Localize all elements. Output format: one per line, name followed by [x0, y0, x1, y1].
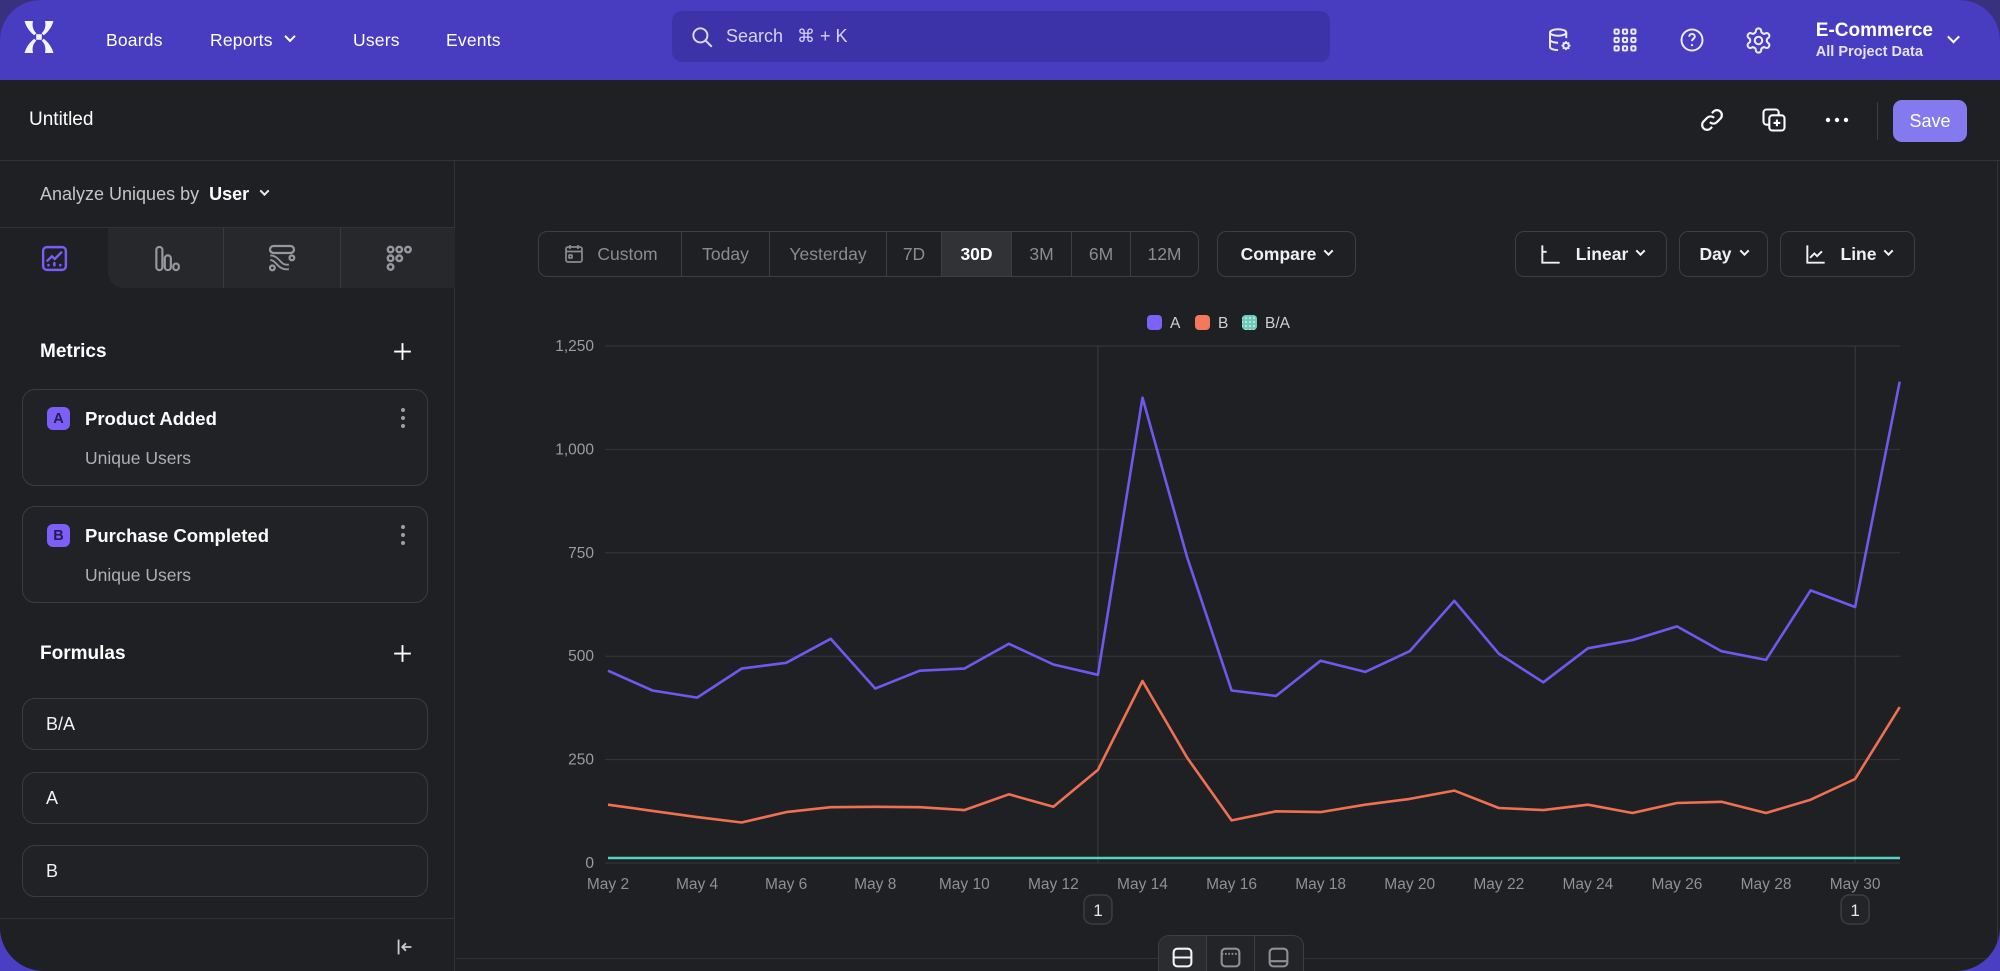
- svg-text:May 12: May 12: [1028, 876, 1079, 893]
- svg-text:May 6: May 6: [765, 876, 807, 893]
- svg-text:May 2: May 2: [587, 876, 629, 893]
- svg-text:1,000: 1,000: [555, 441, 594, 458]
- svg-text:B: B: [1218, 315, 1228, 332]
- svg-text:May 22: May 22: [1473, 876, 1524, 893]
- svg-text:B/A: B/A: [1265, 315, 1291, 332]
- svg-text:May 4: May 4: [676, 876, 719, 893]
- svg-text:May 20: May 20: [1384, 876, 1435, 893]
- svg-text:May 14: May 14: [1117, 876, 1168, 893]
- svg-text:1,250: 1,250: [555, 338, 594, 355]
- svg-text:0: 0: [585, 855, 594, 872]
- svg-text:May 16: May 16: [1206, 876, 1257, 893]
- svg-text:1: 1: [1093, 901, 1102, 920]
- svg-text:250: 250: [568, 752, 594, 769]
- svg-text:500: 500: [568, 648, 594, 665]
- svg-text:750: 750: [568, 545, 594, 562]
- svg-text:May 28: May 28: [1741, 876, 1792, 893]
- svg-text:May 26: May 26: [1652, 876, 1703, 893]
- svg-text:May 8: May 8: [854, 876, 896, 893]
- svg-text:1: 1: [1850, 901, 1859, 920]
- svg-text:May 10: May 10: [939, 876, 990, 893]
- svg-text:May 18: May 18: [1295, 876, 1346, 893]
- svg-text:May 30: May 30: [1830, 876, 1881, 893]
- svg-text:A: A: [1170, 315, 1181, 332]
- svg-text:May 24: May 24: [1562, 876, 1613, 893]
